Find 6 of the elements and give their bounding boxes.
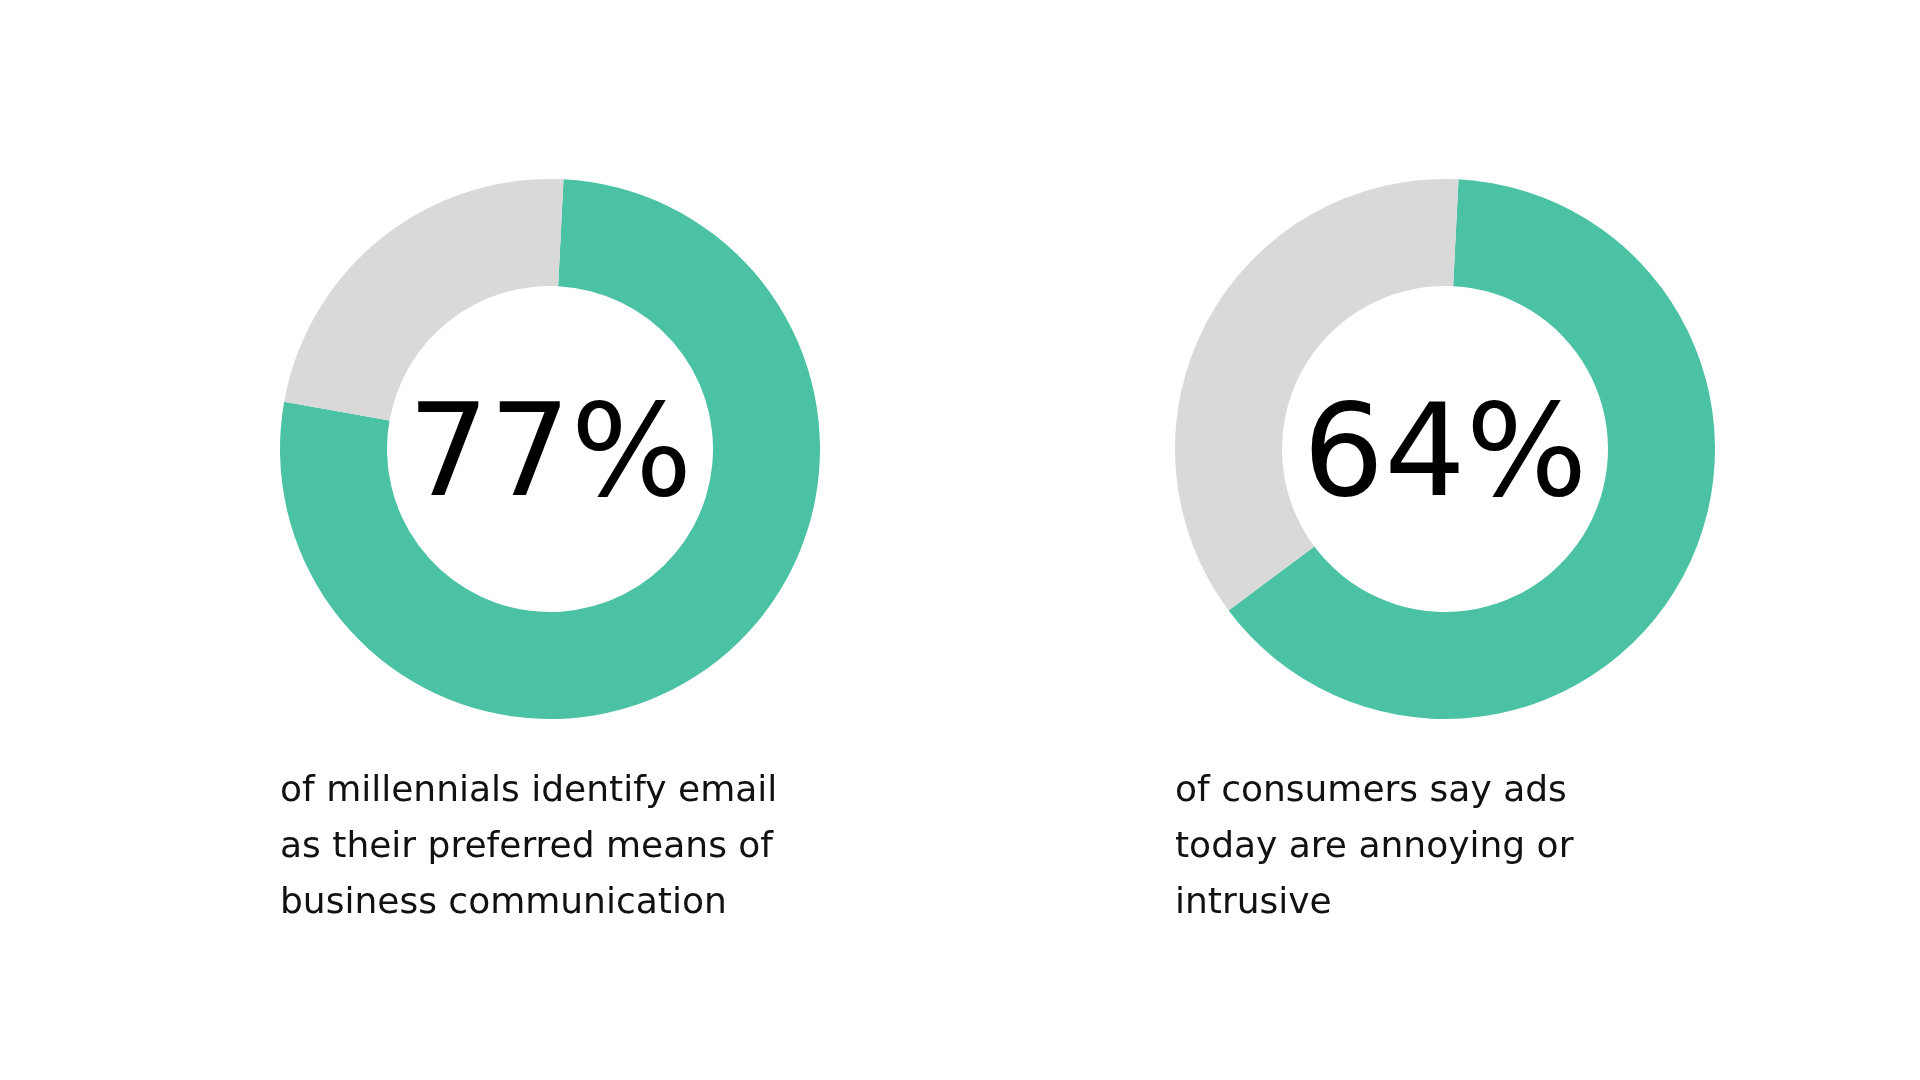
data-label: 64% xyxy=(1302,376,1588,526)
text: of millennials identify email as their preferred means of business communication xyxy=(280,768,778,921)
donut-slice xyxy=(280,179,820,719)
donut-slice xyxy=(1228,179,1715,719)
data-label: 77% xyxy=(407,376,693,526)
text: of consumers say ads today are annoying or intrusive xyxy=(1175,768,1574,921)
